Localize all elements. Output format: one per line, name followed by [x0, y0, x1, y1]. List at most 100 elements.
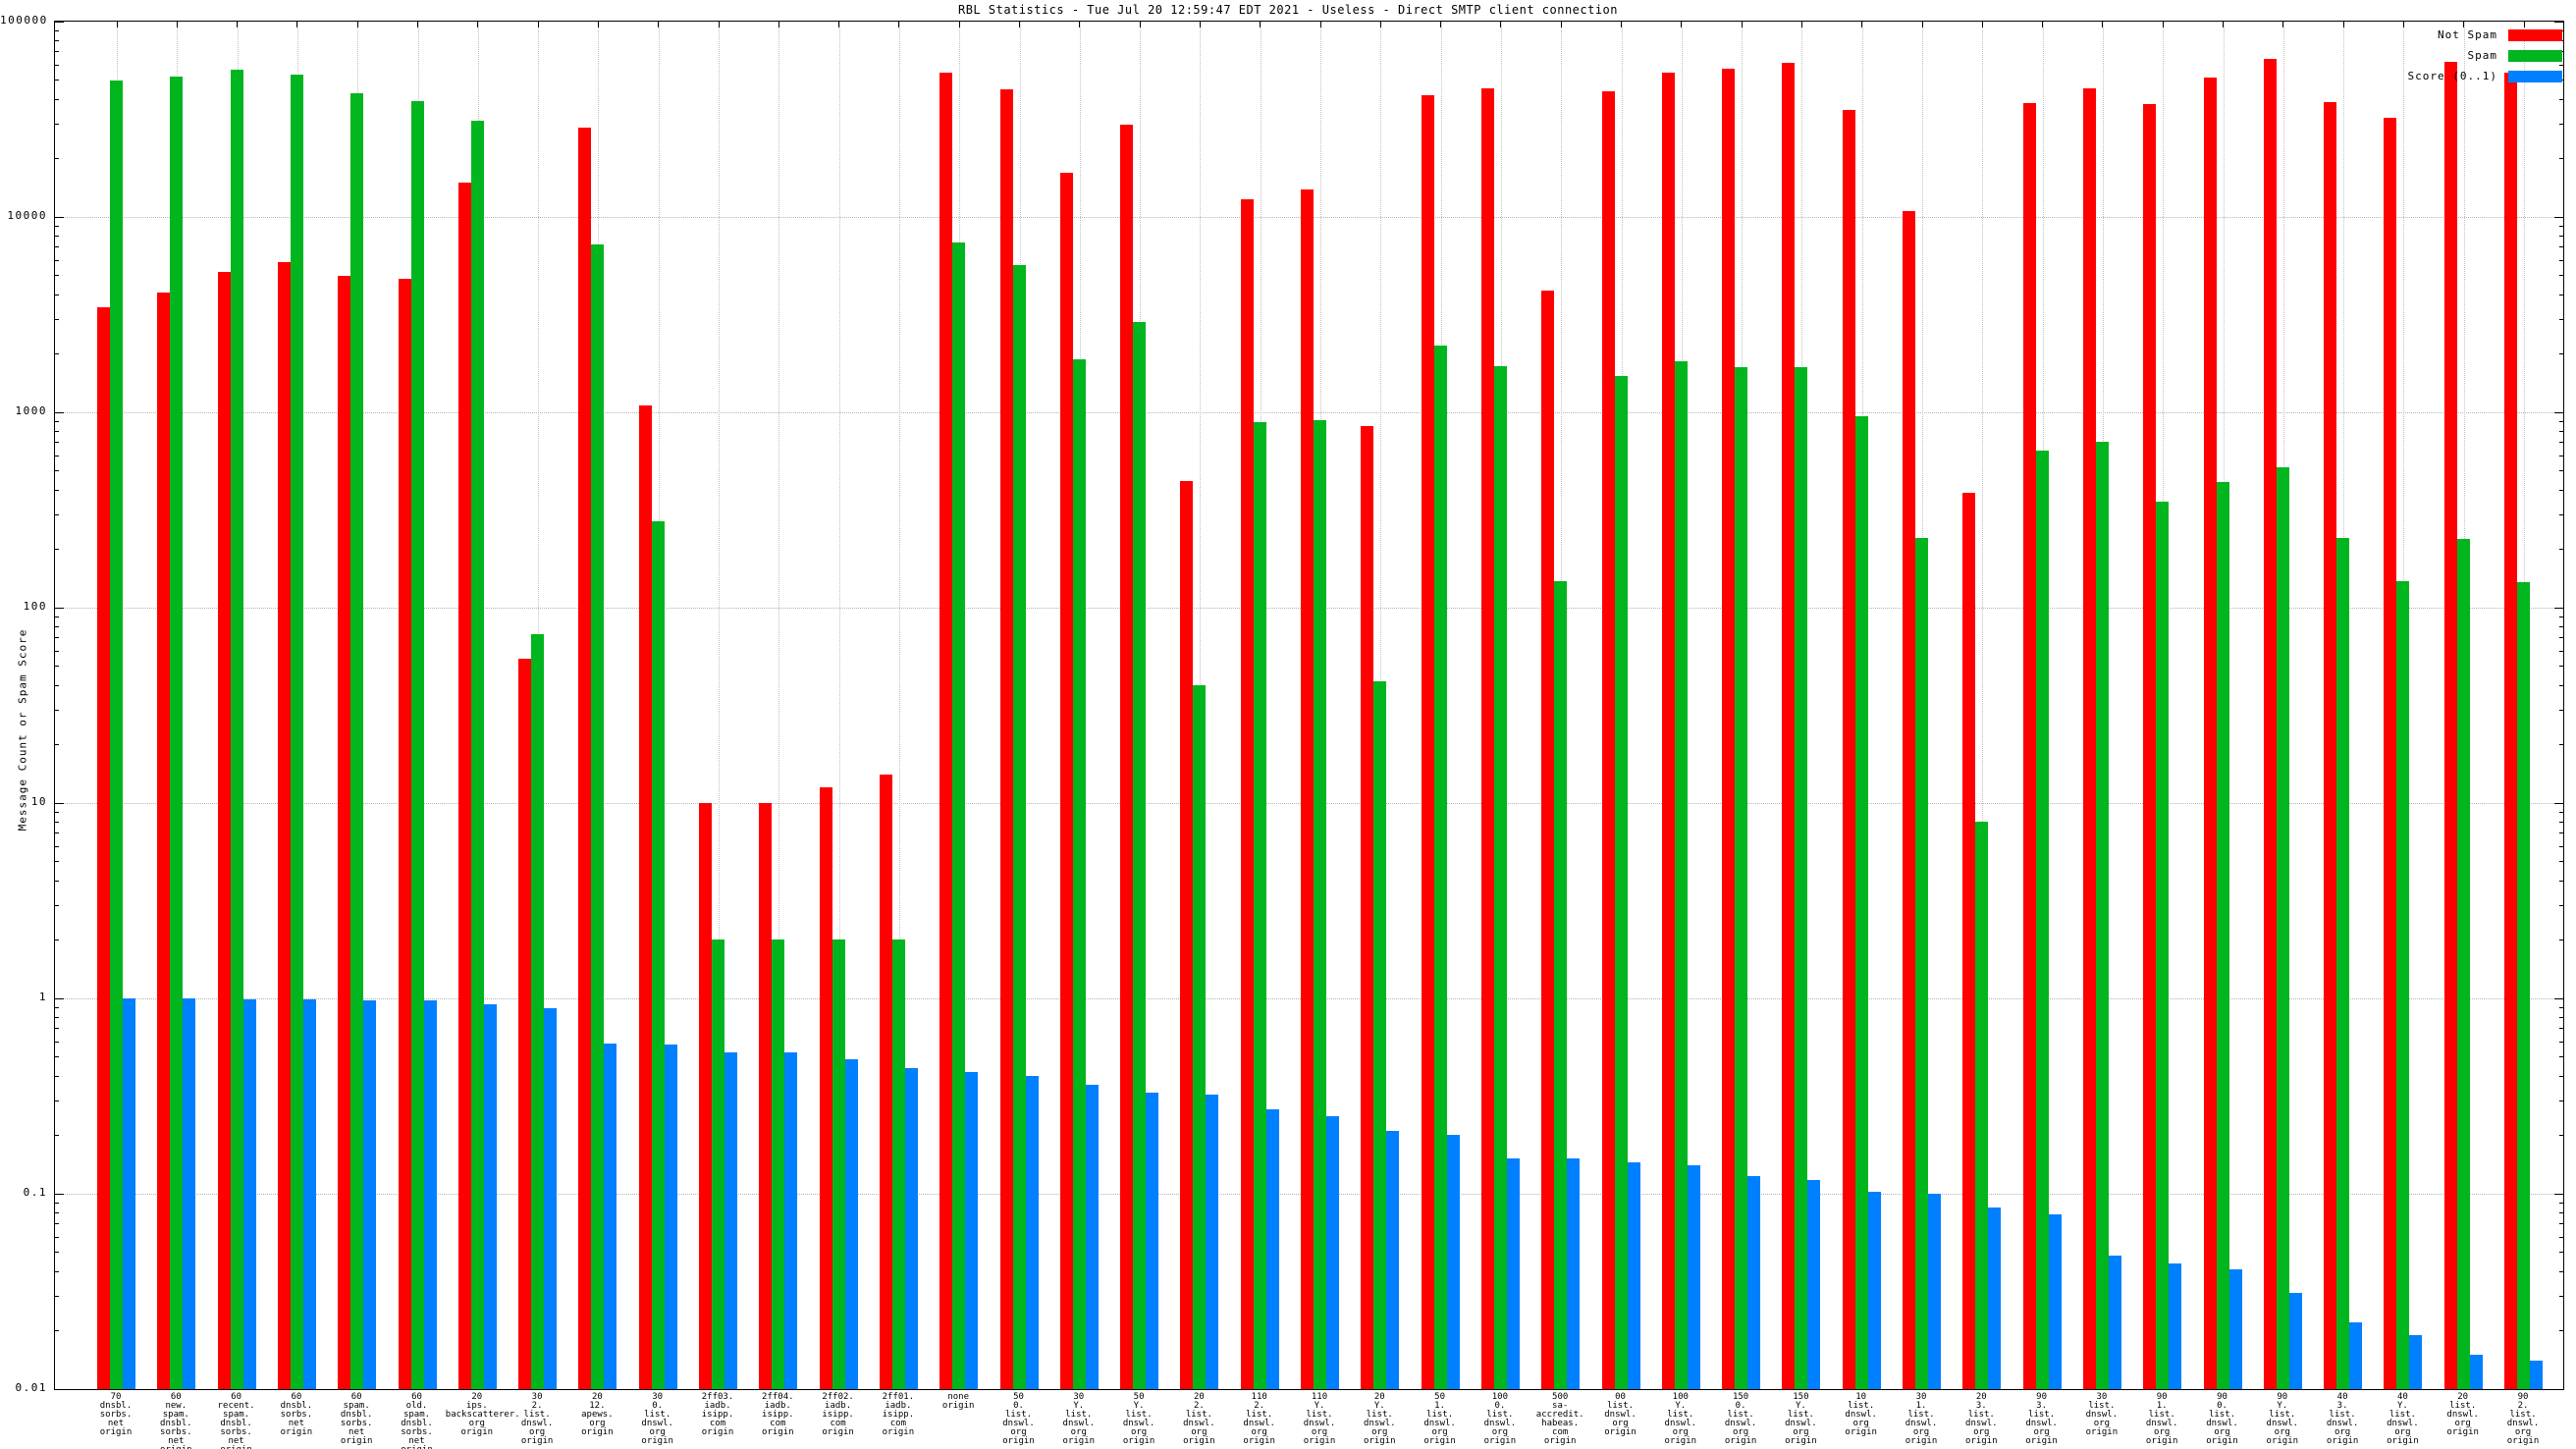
legend-label: Score (0..1)	[2407, 70, 2497, 82]
bar-score	[2530, 1360, 2543, 1389]
y-minor-tick-right	[2559, 430, 2563, 432]
bar-not-spam	[2143, 103, 2157, 1389]
y-minor-tick-right	[2559, 225, 2563, 227]
bar-not-spam	[217, 271, 231, 1389]
x-tick-label: 30 list. dnswl. org origin	[2085, 1392, 2119, 1437]
gridline-vertical	[778, 22, 780, 1389]
x-tick-top	[176, 22, 178, 27]
legend-label: Spam	[2467, 49, 2497, 62]
x-tick-label: 2ff03. iadb. isipp. com origin	[701, 1392, 734, 1437]
x-tick-top	[1681, 22, 1683, 27]
plot-area	[54, 21, 2564, 1390]
bar-spam	[2035, 450, 2049, 1389]
x-tick-label: 60 dnsbl. sorbs. net origin	[280, 1392, 313, 1437]
y-minor-tick-right	[2559, 1028, 2563, 1030]
bar-spam	[1072, 358, 1086, 1389]
y-minor-tick-right	[2559, 513, 2563, 515]
bar-score	[965, 1071, 979, 1389]
bar-score	[1867, 1192, 1881, 1389]
x-tick-label: 90 3. list. dnswl. org origin	[2025, 1392, 2058, 1446]
bar-not-spam	[1480, 88, 1494, 1389]
y-minor-tick-left	[55, 123, 59, 125]
x-tick-top	[898, 22, 900, 27]
y-major-tick-right	[2554, 802, 2563, 804]
y-major-tick-left	[55, 21, 64, 23]
bar-score	[2288, 1293, 2302, 1389]
y-major-tick-right	[2554, 216, 2563, 218]
y-minor-tick-right	[2559, 548, 2563, 550]
y-minor-tick-right	[2559, 880, 2563, 882]
y-minor-tick-right	[2559, 442, 2563, 444]
y-minor-tick-left	[55, 904, 59, 906]
bar-score	[1025, 1076, 1039, 1389]
bar-not-spam	[879, 774, 892, 1389]
x-tick-top	[1621, 22, 1622, 27]
bar-not-spam	[1722, 68, 1736, 1389]
bar-spam	[2156, 501, 2170, 1389]
y-minor-tick-right	[2559, 470, 2563, 472]
y-minor-tick-left	[55, 1006, 59, 1008]
x-tick-label: 90 0. list. dnswl. org origin	[2206, 1392, 2238, 1446]
x-tick-label: 150 Y. list. dnswl. org origin	[1785, 1392, 1817, 1446]
bar-not-spam	[2443, 62, 2457, 1389]
y-minor-tick-left	[55, 684, 59, 686]
bar-score	[242, 998, 256, 1389]
bar-score	[1206, 1095, 1219, 1389]
bar-score	[1807, 1180, 1821, 1389]
bar-spam	[712, 939, 724, 1389]
y-minor-tick-right	[2559, 904, 2563, 906]
y-minor-tick-right	[2559, 1236, 2563, 1238]
y-minor-tick-right	[2559, 489, 2563, 491]
y-minor-tick-left	[55, 1016, 59, 1018]
y-minor-tick-left	[55, 275, 59, 277]
y-minor-tick-right	[2559, 1016, 2563, 1018]
x-tick-label: 20 2. list. dnswl. org origin	[1183, 1392, 1215, 1446]
y-minor-tick-right	[2559, 1202, 2563, 1204]
x-tick-top	[2223, 22, 2224, 27]
y-tick-label: 0.01	[15, 1381, 47, 1394]
y-minor-tick-left	[55, 743, 59, 745]
bar-spam	[230, 69, 243, 1389]
y-minor-tick-left	[55, 420, 59, 422]
y-minor-tick-right	[2559, 845, 2563, 847]
bar-spam	[891, 939, 905, 1389]
x-tick-label: 500 sa-accredit. habeas. com origin	[1535, 1392, 1584, 1446]
y-minor-tick-left	[55, 39, 59, 41]
y-minor-tick-left	[55, 845, 59, 847]
y-minor-tick-left	[55, 1134, 59, 1136]
x-tick-top	[1079, 22, 1081, 27]
bar-score	[2409, 1334, 2423, 1389]
y-tick-label: 100000	[0, 14, 48, 27]
bar-spam	[772, 939, 785, 1389]
x-tick-label: 40 3. list. dnswl. org origin	[2326, 1392, 2359, 1446]
y-minor-tick-left	[55, 259, 59, 261]
bar-not-spam	[1301, 189, 1314, 1389]
y-minor-tick-left	[55, 1028, 59, 1030]
x-tick-top	[838, 22, 840, 27]
bar-spam	[1674, 361, 1688, 1389]
y-minor-tick-right	[2559, 666, 2563, 668]
bar-not-spam	[999, 89, 1013, 1389]
bar-spam	[470, 121, 484, 1389]
bar-not-spam	[338, 275, 351, 1389]
y-minor-tick-left	[55, 625, 59, 627]
x-tick-label: 50 1. list. dnswl. org origin	[1423, 1392, 1456, 1446]
bar-score	[544, 1008, 558, 1389]
y-minor-tick-right	[2559, 1075, 2563, 1077]
bar-not-spam	[2263, 59, 2277, 1389]
y-tick-label: 1	[38, 991, 47, 1003]
bar-score	[1988, 1208, 2002, 1389]
y-minor-tick-right	[2559, 259, 2563, 261]
x-tick-top	[116, 22, 118, 27]
x-tick-label: 60 spam. dnsbl. sorbs. net origin	[340, 1392, 373, 1446]
gridline-vertical	[838, 22, 840, 1389]
x-tick-label: 20 Y. list. dnswl. org origin	[1364, 1392, 1396, 1446]
y-minor-tick-left	[55, 246, 59, 248]
x-tick-top	[356, 22, 358, 27]
x-tick-top	[958, 22, 960, 27]
x-tick-label: 30 1. list. dnswl. org origin	[1905, 1392, 1938, 1446]
bar-not-spam	[1903, 211, 1915, 1389]
x-tick-label: 40 Y. list. dnswl. org origin	[2387, 1392, 2419, 1446]
y-minor-tick-left	[55, 318, 59, 320]
